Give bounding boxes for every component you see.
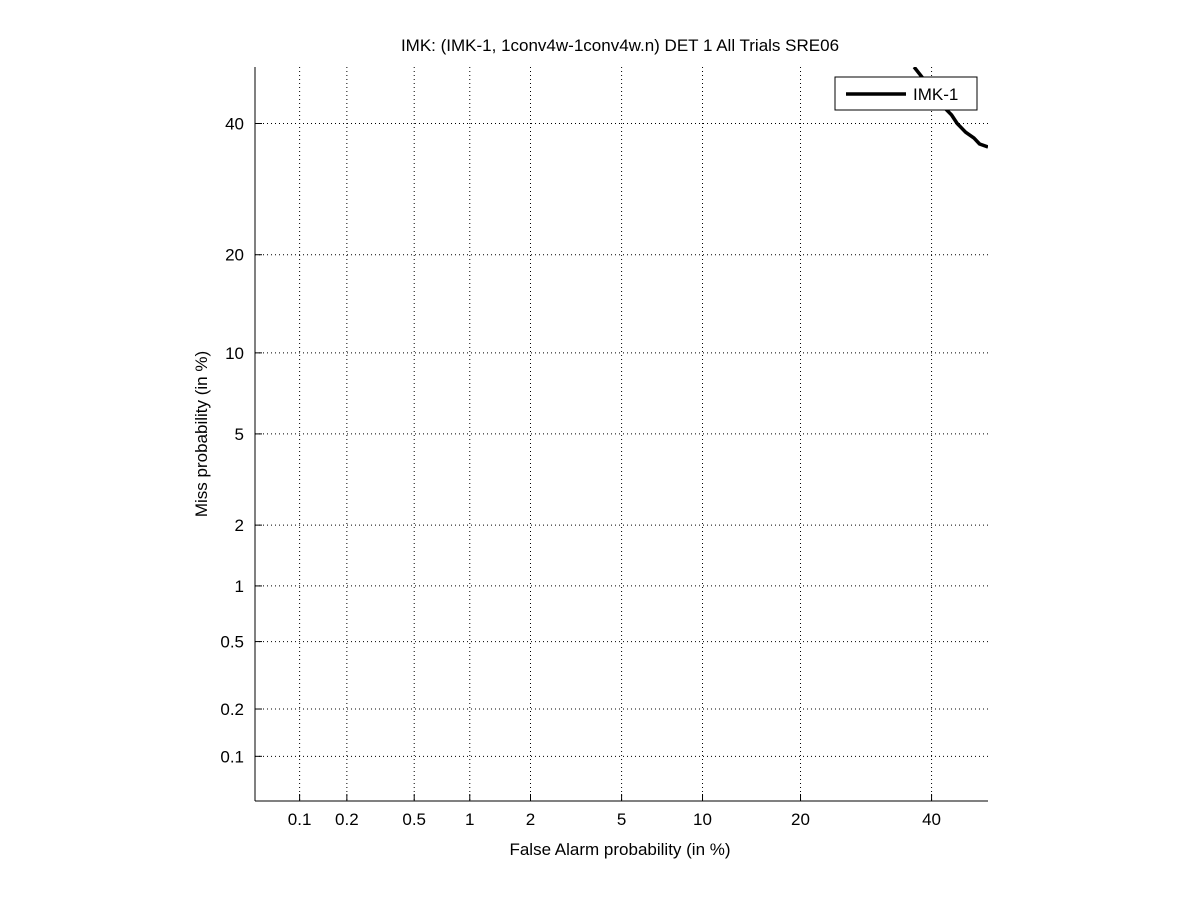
legend: IMK-1 <box>834 76 978 111</box>
x-tick-label-7: 20 <box>791 810 810 829</box>
y-tick-label-6: 10 <box>225 344 244 363</box>
y-tick-label-3: 1 <box>235 577 244 596</box>
x-axis-ticks: 0.1 0.2 0.5 1 2 5 10 20 40 <box>288 794 941 829</box>
plot-axes <box>254 67 988 802</box>
y-axis-ticks: 0.1 0.2 0.5 1 2 5 10 20 40 <box>220 115 262 766</box>
x-tick-label-4: 2 <box>526 810 535 829</box>
y-tick-label-7: 20 <box>225 246 244 265</box>
y-tick-label-0: 0.1 <box>220 747 244 766</box>
grid-lines <box>255 67 988 801</box>
x-tick-label-6: 10 <box>693 810 712 829</box>
x-tick-label-8: 40 <box>922 810 941 829</box>
x-tick-label-1: 0.2 <box>335 810 359 829</box>
x-axis-title: False Alarm probability (in %) <box>509 840 730 859</box>
y-tick-label-2: 0.5 <box>220 633 244 652</box>
y-tick-label-4: 2 <box>235 516 244 535</box>
x-tick-label-2: 0.5 <box>402 810 426 829</box>
y-tick-label-8: 40 <box>225 115 244 134</box>
y-axis-title: Miss probability (in %) <box>192 351 211 517</box>
x-tick-label-3: 1 <box>465 810 474 829</box>
chart-title: IMK: (IMK-1, 1conv4w-1conv4w.n) DET 1 Al… <box>401 36 839 55</box>
x-tick-label-5: 5 <box>617 810 626 829</box>
y-tick-label-5: 5 <box>235 425 244 444</box>
x-tick-label-0: 0.1 <box>288 810 312 829</box>
y-tick-label-1: 0.2 <box>220 700 244 719</box>
legend-label-imk-1: IMK-1 <box>913 85 958 104</box>
